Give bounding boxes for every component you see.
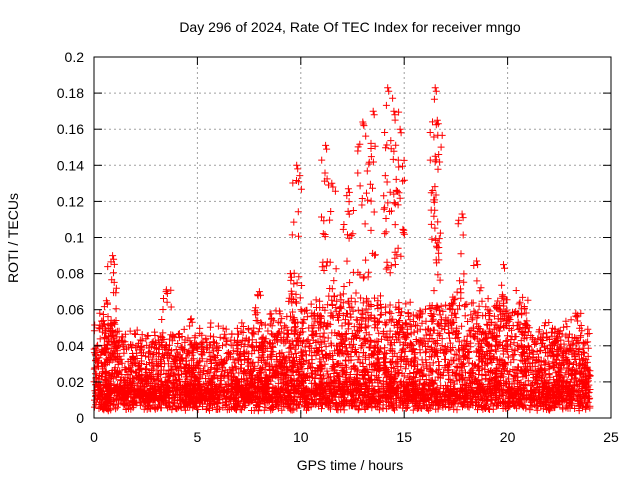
x-tick-label: 25: [603, 429, 619, 445]
x-axis-label: GPS time / hours: [297, 457, 404, 473]
roti-points: [90, 84, 594, 415]
y-tick-label: 0.12: [57, 193, 84, 209]
x-tick-label: 5: [194, 429, 202, 445]
data-points: [90, 84, 594, 415]
y-tick-label: 0.14: [57, 157, 84, 173]
axis-ticks: 0 0.02 0.04 0.06 0.08 0.1 0.12 0.14 0.16 0.18 0.2 0…: [57, 49, 619, 445]
y-tick-label: 0.1: [65, 230, 85, 246]
x-tick-label: 0: [90, 429, 98, 445]
y-tick-label: 0.08: [57, 266, 84, 282]
y-tick-label: 0.2: [65, 49, 85, 65]
x-tick-label: 10: [293, 429, 309, 445]
y-tick-label: 0.04: [57, 338, 84, 354]
chart-title: Day 296 of 2024, Rate Of TEC Index for r…: [179, 19, 521, 35]
x-tick-label: 20: [500, 429, 516, 445]
y-tick-label: 0.16: [57, 121, 84, 137]
y-tick-label: 0.06: [57, 302, 84, 318]
y-tick-label: 0.18: [57, 85, 84, 101]
y-tick-label: 0: [76, 410, 84, 426]
x-tick-label: 15: [396, 429, 412, 445]
y-tick-label: 0.02: [57, 374, 84, 390]
y-axis-label: ROTI / TECUs: [5, 193, 21, 283]
